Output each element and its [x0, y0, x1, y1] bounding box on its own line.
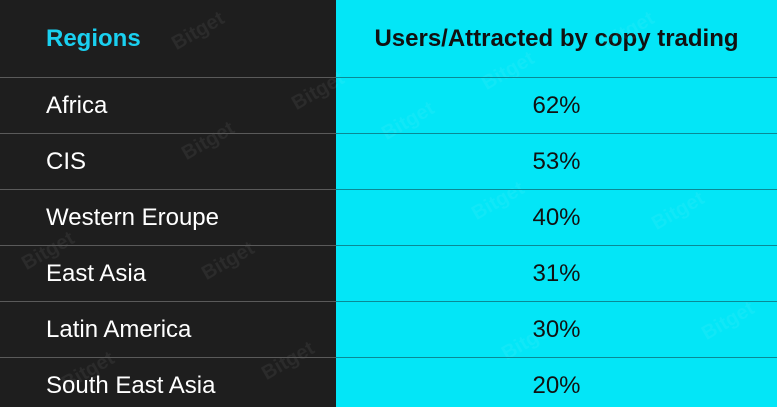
value-cell: 53%	[532, 148, 581, 175]
row-divider	[336, 133, 777, 134]
row-divider	[0, 189, 336, 190]
watermark: Bitget	[258, 337, 319, 385]
row-divider	[336, 189, 777, 190]
value-cell: 40%	[532, 204, 581, 231]
region-cell: Western Eroupe	[46, 204, 219, 231]
value-cell: 62%	[532, 92, 581, 119]
region-cell: East Asia	[46, 260, 147, 287]
right-column	[336, 0, 777, 407]
region-cell: Latin America	[46, 316, 192, 343]
row-divider	[0, 357, 336, 358]
row-divider	[0, 77, 336, 78]
region-cell: South East Asia	[46, 372, 216, 399]
value-cell: 20%	[532, 372, 581, 399]
row-divider	[336, 245, 777, 246]
row-divider	[336, 77, 777, 78]
row-divider	[0, 301, 336, 302]
region-cell: Africa	[46, 92, 108, 119]
row-divider	[0, 133, 336, 134]
header-cell: Regions	[46, 25, 141, 52]
region-cell: CIS	[46, 148, 87, 175]
value-cell: 31%	[532, 260, 581, 287]
watermark: Bitget	[168, 7, 229, 55]
row-divider	[336, 301, 777, 302]
row-divider	[0, 245, 336, 246]
header-cell: Users/Attracted by copy trading	[374, 25, 739, 52]
value-cell: 30%	[532, 316, 581, 343]
row-divider	[336, 357, 777, 358]
watermark: Bitget	[178, 117, 239, 165]
